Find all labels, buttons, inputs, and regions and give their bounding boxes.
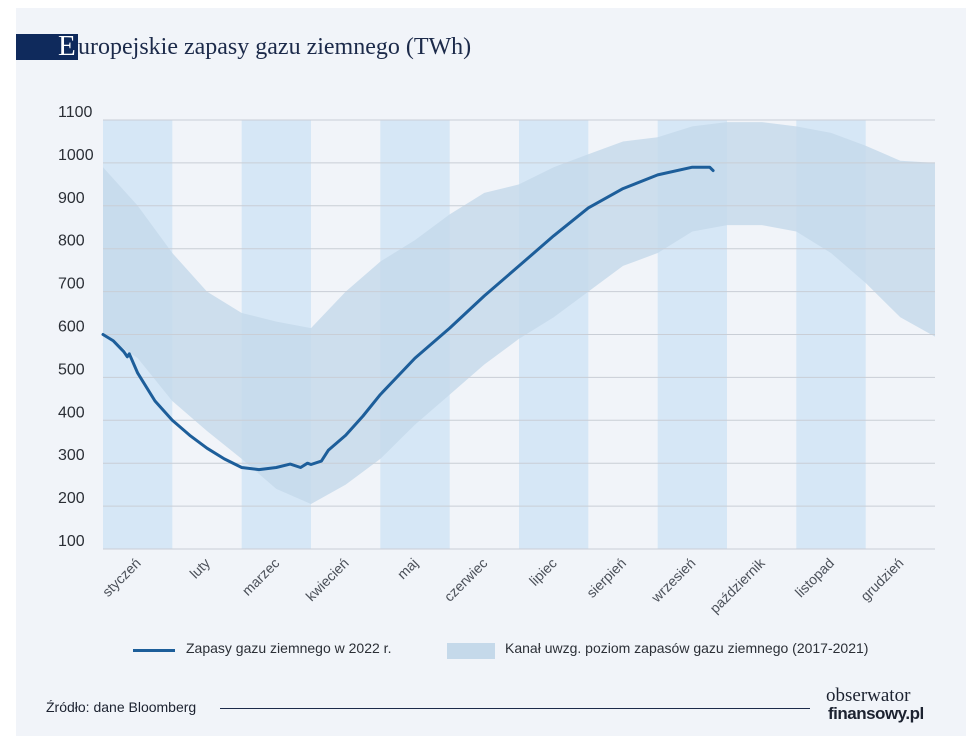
range-band-area [103, 122, 935, 504]
logo-finansowy: finansowy.pl [828, 704, 924, 723]
x-axis-ticks: styczeń luty marzec kwiecień maj czerwiec lipi… [99, 554, 907, 616]
y-tick-label: 800 [58, 233, 85, 250]
y-tick-label: 900 [58, 190, 85, 207]
x-tick-label: luty [186, 555, 213, 582]
x-tick-label: czerwiec [441, 555, 491, 605]
y-tick-label: 200 [58, 490, 85, 507]
y-tick-label: 600 [58, 319, 85, 336]
y-tick-label: 1000 [58, 147, 94, 164]
x-tick-label: grudzień [857, 555, 906, 604]
y-tick-label: 1100 [58, 104, 93, 121]
source-divider [220, 708, 810, 709]
source-note: Źródło: dane Bloomberg [46, 699, 197, 715]
x-tick-label: lipiec [526, 555, 560, 589]
x-tick-label: styczeń [99, 555, 144, 600]
y-tick-label: 400 [58, 404, 85, 421]
series-line-2022 [101, 165, 715, 472]
y-tick-label: 300 [58, 447, 85, 464]
x-tick-label: październik [706, 554, 768, 616]
band-layer [103, 122, 935, 504]
x-tick-label: sierpień [583, 555, 629, 601]
x-tick-label: kwiecień [303, 555, 352, 604]
legend-line-swatch [133, 649, 175, 652]
y-tick-label: 700 [58, 276, 85, 293]
x-tick-label: maj [394, 555, 421, 582]
line-layer [101, 165, 715, 472]
legend-band-swatch [447, 643, 495, 659]
chart-title: uropejskie zapasy gazu ziemnego (TWh) [78, 34, 472, 60]
title-accent-block [16, 34, 78, 60]
y-tick-label: 100 [58, 533, 85, 550]
logo-obserwator: obserwator [826, 685, 911, 706]
gridlines [103, 119, 935, 550]
chart-title-initial: E [58, 30, 76, 62]
legend-line-label: Zapasy gazu ziemnego w 2022 r. [186, 640, 392, 656]
y-tick-label: 500 [58, 361, 85, 378]
x-tick-label: listopad [792, 555, 837, 600]
y-axis-ticks: 1100 1000 900 800 700 600 500 400 300 200 100 [58, 104, 94, 550]
legend-band-label: Kanał uwzg. poziom zapasów gazu ziemnego… [505, 640, 869, 656]
x-tick-label: marzec [239, 555, 283, 599]
x-tick-label: wrzesień [647, 555, 698, 606]
